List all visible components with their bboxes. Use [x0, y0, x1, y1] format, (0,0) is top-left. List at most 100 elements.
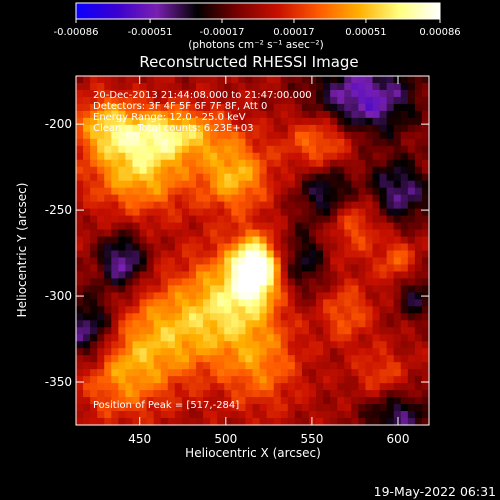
heatmap-cell	[344, 117, 352, 126]
heatmap-cell	[252, 138, 261, 147]
heatmap-cell	[386, 285, 395, 293]
heatmap-cell	[203, 376, 211, 384]
heatmap-cell	[125, 194, 134, 203]
heatmap-cell	[97, 187, 105, 196]
heatmap-cell	[372, 369, 381, 377]
heatmap-cell	[188, 418, 197, 426]
heatmap-cell	[76, 264, 84, 273]
heatmap-cell	[351, 222, 359, 231]
heatmap-cell	[238, 334, 247, 342]
heatmap-cell	[139, 152, 148, 161]
heatmap-cell	[188, 257, 197, 266]
heatmap-cell	[414, 257, 423, 266]
heatmap-cell	[132, 89, 141, 98]
heatmap-cell	[365, 264, 374, 273]
heatmap-cell	[252, 243, 261, 252]
heatmap-cell	[76, 89, 84, 98]
heatmap-cell	[153, 145, 162, 154]
heatmap-cell	[245, 271, 254, 280]
heatmap-cell	[407, 341, 416, 349]
heatmap-cell	[160, 383, 169, 391]
heatmap-cell	[188, 264, 197, 273]
heatmap-cell	[224, 180, 232, 189]
heatmap-cell	[414, 236, 423, 245]
heatmap-cell	[188, 327, 197, 335]
heatmap-cell	[273, 96, 282, 105]
heatmap-cell	[316, 89, 324, 98]
heatmap-cell	[224, 327, 232, 335]
heatmap-cell	[351, 110, 359, 119]
heatmap-cell	[344, 299, 352, 307]
heatmap-cell	[400, 390, 409, 398]
heatmap-cell	[90, 397, 98, 405]
heatmap-cell	[153, 229, 162, 238]
heatmap-cell	[111, 334, 119, 342]
heatmap-cell	[259, 180, 268, 189]
heatmap-cell	[393, 264, 402, 273]
heatmap-cell	[245, 138, 254, 147]
heatmap-cell	[280, 236, 289, 245]
heatmap-cell	[224, 278, 232, 286]
heatmap-cell	[217, 194, 225, 203]
heatmap-cell	[379, 76, 388, 84]
heatmap-cell	[167, 383, 176, 391]
plot-frame	[75, 75, 430, 426]
heatmap-cell	[203, 159, 211, 168]
heatmap-cell	[132, 201, 141, 210]
heatmap-cell	[273, 173, 282, 182]
heatmap-cell	[97, 257, 105, 266]
heatmap-cell	[351, 96, 359, 105]
heatmap-cell	[90, 194, 98, 203]
heatmap-cell	[153, 117, 162, 126]
heatmap-cell	[245, 152, 254, 161]
heatmap-cell	[273, 257, 282, 266]
heatmap-cell	[76, 299, 84, 307]
heatmap-cell	[351, 117, 359, 126]
heatmap-cell	[139, 145, 148, 154]
heatmap-cell	[323, 243, 331, 252]
heatmap-cell	[252, 222, 261, 231]
heatmap-cell	[337, 250, 345, 259]
heatmap-cell	[351, 243, 359, 252]
heatmap-cell	[210, 236, 218, 245]
heatmap-cell	[118, 369, 127, 377]
heatmap-cell	[217, 306, 225, 314]
heatmap-cell	[118, 159, 127, 168]
heatmap-cell	[90, 271, 98, 280]
heatmap-cell	[146, 180, 155, 189]
heatmap-cell	[287, 131, 296, 140]
heatmap-cell	[245, 159, 254, 168]
heatmap-cell	[358, 222, 367, 231]
heatmap-cell	[118, 257, 127, 266]
heatmap-cell	[266, 103, 275, 112]
heatmap-cell	[393, 390, 402, 398]
heatmap-cell	[118, 327, 127, 335]
heatmap-cell	[146, 257, 155, 266]
heatmap-cell	[273, 348, 282, 356]
heatmap-cell	[132, 306, 141, 314]
heatmap-cell	[104, 82, 112, 91]
heatmap-cell	[167, 362, 176, 370]
heatmap-cell	[287, 285, 296, 293]
heatmap-cell	[294, 257, 303, 266]
heatmap-cell	[393, 145, 402, 154]
heatmap-cell	[252, 306, 261, 314]
heatmap-cell	[414, 418, 423, 426]
heatmap-cell	[153, 327, 162, 335]
heatmap-cell	[231, 82, 239, 91]
heatmap-cell	[132, 334, 141, 342]
heatmap-cell	[421, 334, 430, 342]
heatmap-cell	[97, 383, 105, 391]
heatmap-cell	[181, 334, 190, 342]
heatmap-cell	[83, 376, 91, 384]
heatmap-cell	[330, 187, 338, 196]
heatmap-cell	[146, 173, 155, 182]
heatmap-cell	[97, 117, 105, 126]
heatmap-cell	[393, 327, 402, 335]
heatmap-cell	[287, 180, 296, 189]
heatmap-cell	[97, 411, 105, 419]
heatmap-cell	[181, 76, 190, 84]
heatmap-cell	[238, 341, 247, 349]
heatmap-cell	[111, 229, 119, 238]
heatmap-cell	[196, 320, 204, 328]
